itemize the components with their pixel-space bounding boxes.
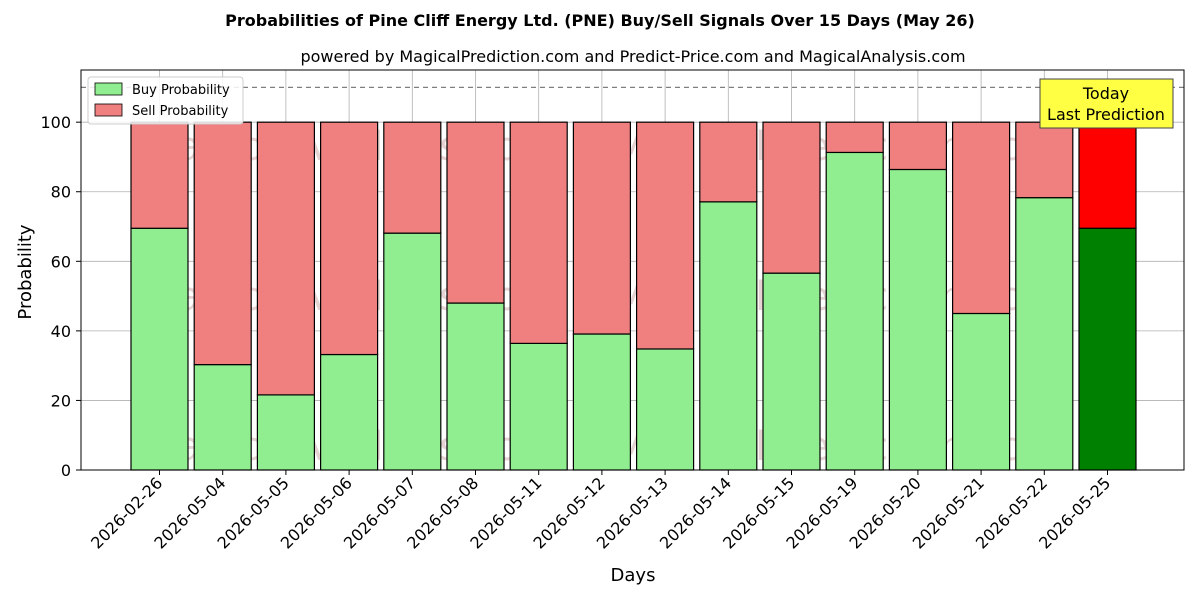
bar-sell-2026-05-13 <box>635 121 695 350</box>
y-tick-label-1: 20 <box>51 391 71 410</box>
bar-sell-2026-05-08 <box>446 121 505 304</box>
bar-buy-2026-05-22 <box>1015 197 1074 471</box>
bar-sell-2026-05-07 <box>383 121 442 234</box>
bar-sell-2026-05-05 <box>256 121 315 396</box>
bar-sell-2026-05-12 <box>572 121 632 335</box>
y-tick-label-3: 60 <box>51 252 71 271</box>
today-annotation: Today Last Prediction <box>1039 78 1174 129</box>
bar-buy-2026-05-08 <box>446 302 505 471</box>
bar-sell-2026-05-21 <box>951 121 1011 315</box>
bar-sell-2026-05-20 <box>888 121 948 171</box>
y-tick-label-0: 0 <box>61 461 71 480</box>
legend-label-sell: Sell Probability <box>132 104 229 119</box>
bar-buy-2026-05-11 <box>509 342 568 471</box>
bars <box>130 121 1137 471</box>
annotation-box <box>1039 78 1174 129</box>
legend: Buy Probability Sell Probability <box>87 76 244 125</box>
legend-label-buy: Buy Probability <box>132 83 230 98</box>
bar-buy-2026-02-26 <box>130 227 189 471</box>
bar-buy-2026-05-20 <box>888 168 948 471</box>
bar-sell-2026-05-11 <box>509 121 568 344</box>
bar-buy-2026-05-12 <box>572 333 632 471</box>
bar-buy-2026-05-21 <box>951 312 1011 471</box>
plot-frame <box>80 69 1185 471</box>
bar-sell-2026-05-04 <box>193 121 252 366</box>
bar-buy-2026-05-07 <box>383 232 442 471</box>
bar-buy-2026-05-14 <box>699 201 758 471</box>
bar-sell-2026-05-14 <box>699 121 758 203</box>
bar-buy-2026-05-05 <box>256 394 315 471</box>
chart-title: Probabilities of Pine Cliff Energy Ltd. … <box>225 11 975 30</box>
chart-subtitle: powered by MagicalPrediction.com and Pre… <box>300 47 965 66</box>
bar-sell-2026-05-15 <box>762 121 821 274</box>
bar-buy-2026-05-25 <box>1078 227 1137 471</box>
bar-sell-2026-05-06 <box>320 121 379 356</box>
bar-buy-2026-05-19 <box>825 151 884 471</box>
y-axis-label: Probability <box>15 224 36 319</box>
bar-buy-2026-05-06 <box>320 353 379 471</box>
annotation-line1: Today <box>1082 84 1129 103</box>
x-axis-ticks: 2026-02-262026-05-042026-05-052026-05-06… <box>87 470 1114 553</box>
annotation-line2: Last Prediction <box>1047 105 1165 124</box>
y-axis-ticks: 0 20 40 60 80 100 <box>40 113 81 480</box>
y-tick-label-5: 100 <box>40 113 71 132</box>
bar-sell-2026-02-26 <box>130 121 189 229</box>
legend-swatch-buy <box>94 82 123 96</box>
bar-buy-2026-05-15 <box>762 272 821 471</box>
legend-box <box>87 76 244 125</box>
bar-sell-2026-05-22 <box>1015 121 1074 199</box>
legend-swatch-sell <box>94 103 123 117</box>
bar-buy-2026-05-04 <box>193 364 252 471</box>
bar-sell-2026-05-19 <box>825 121 884 154</box>
bar-sell-2026-05-25 <box>1078 121 1137 229</box>
y-tick-label-2: 40 <box>51 322 71 341</box>
x-axis-label: Days <box>611 565 656 586</box>
bar-buy-2026-05-13 <box>635 348 695 471</box>
y-tick-label-4: 80 <box>51 183 71 202</box>
